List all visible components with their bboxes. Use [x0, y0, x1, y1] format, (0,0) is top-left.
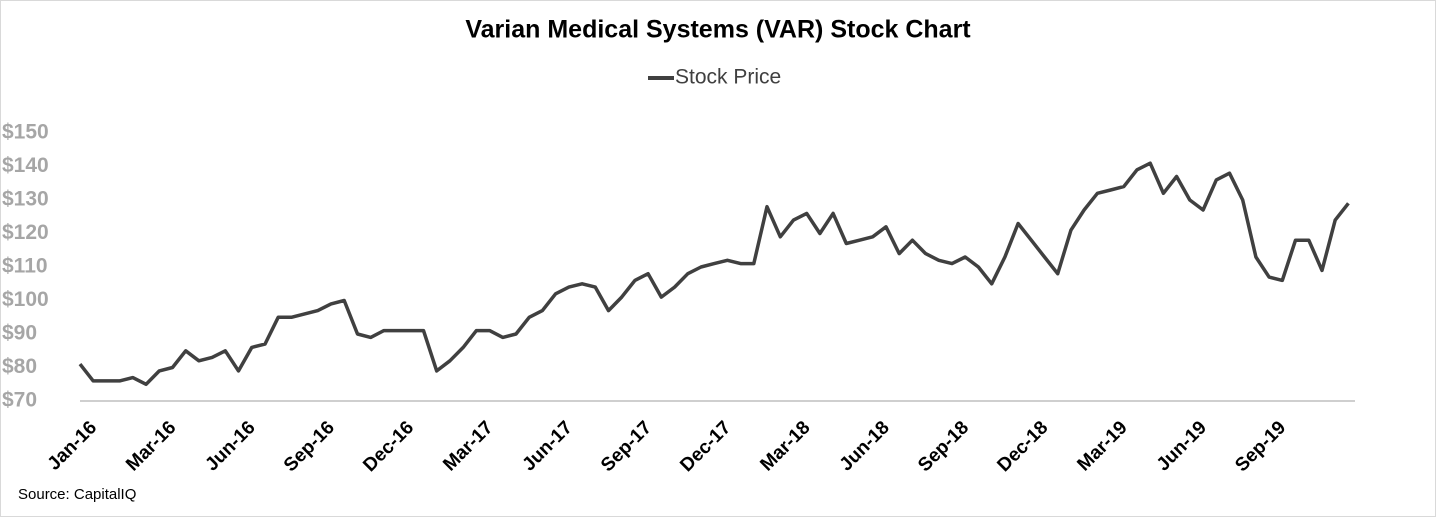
- chart-title: Varian Medical Systems (VAR) Stock Chart: [465, 16, 971, 44]
- y-tick-label: $80: [2, 355, 37, 378]
- y-tick-label: $70: [2, 389, 37, 412]
- y-tick-label: $140: [2, 154, 49, 177]
- y-tick-label: $120: [2, 221, 49, 244]
- legend-label: Stock Price: [675, 66, 781, 89]
- y-tick-label: $110: [2, 255, 48, 278]
- source-note: Source: CapitalIQ: [18, 486, 136, 503]
- price-line: [78, 161, 1350, 387]
- y-tick-label: $90: [2, 322, 37, 345]
- y-tick-label: $100: [2, 288, 49, 311]
- y-tick-label: $150: [2, 121, 49, 144]
- y-tick-label: $130: [2, 188, 49, 211]
